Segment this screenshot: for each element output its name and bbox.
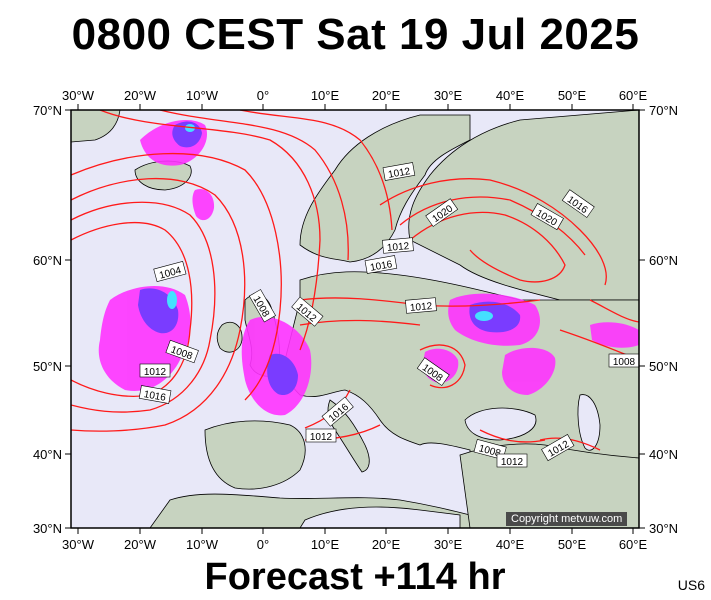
lon-label: 0° (257, 537, 269, 552)
longitude-labels-bottom: 30°W 20°W 10°W 0° 10°E 20°E 30°E 40°E 50… (62, 537, 647, 552)
lat-label: 60°N (33, 253, 62, 268)
copyright-badge: Copyright metvuw.com (506, 512, 628, 526)
lon-label: 40°E (496, 88, 525, 103)
map-frame (70, 109, 640, 529)
map-title: 0800 CEST Sat 19 Jul 2025 (71, 10, 640, 59)
lat-label: 30°N (649, 521, 678, 536)
lon-label: 20°W (124, 88, 157, 103)
lon-label: 30°E (434, 537, 463, 552)
isobar-labels: 1004 1008 1008 1012 1016 1008 1012 1012 … (138, 162, 639, 468)
isobar-label-1012-d: 1012 (410, 301, 434, 314)
lon-label: 60°E (619, 537, 648, 552)
lon-label: 30°W (62, 537, 95, 552)
lat-label: 40°N (649, 447, 678, 462)
isobar-label-1008-d: 1012 (501, 457, 524, 468)
isobar-label-1012-f: 1012 (310, 432, 333, 443)
lat-label: 70°N (649, 103, 678, 118)
isobar-label-1016-b: 1016 (369, 259, 393, 274)
lon-label: 60°E (619, 88, 648, 103)
lon-label: 10°W (186, 537, 219, 552)
lon-label: 10°E (311, 537, 340, 552)
lon-label: 30°W (62, 88, 95, 103)
isobar-label-1012-j: 1012 (387, 241, 411, 254)
lon-label: 0° (257, 88, 269, 103)
lat-label: 50°N (649, 359, 678, 374)
lat-label: 60°N (649, 253, 678, 268)
lon-label: 50°E (558, 88, 587, 103)
inland-seas (299, 394, 601, 528)
latitude-labels-left: 70°N 60°N 50°N 40°N 30°N (33, 103, 62, 536)
isobar-label-1012-a: 1012 (144, 367, 167, 378)
isobar-label-1016-a: 1016 (143, 389, 167, 404)
lon-label: 20°W (124, 537, 157, 552)
lat-label: 70°N (33, 103, 62, 118)
lat-label: 30°N (33, 521, 62, 536)
lon-label: 50°E (558, 537, 587, 552)
lon-label: 10°E (311, 88, 340, 103)
lat-label: 40°N (33, 447, 62, 462)
lon-label: 20°E (372, 88, 401, 103)
isobar-label-1012-i: 1008 (613, 357, 636, 368)
lon-label: 30°E (434, 88, 463, 103)
lon-label: 40°E (496, 537, 525, 552)
lon-label: 20°E (372, 537, 401, 552)
model-code: US6 (677, 577, 705, 593)
longitude-labels-top: 30°W 20°W 10°W 0° 10°E 20°E 30°E 40°E 50… (62, 88, 647, 103)
tick-marks (65, 104, 645, 534)
land-masses (71, 110, 639, 528)
lat-label: 50°N (33, 359, 62, 374)
lon-label: 10°W (186, 88, 219, 103)
latitude-labels-right: 70°N 60°N 50°N 40°N 30°N (649, 103, 678, 536)
isobar-label-1012-c: 1012 (387, 166, 411, 181)
forecast-label: Forecast +114 hr (204, 556, 506, 598)
